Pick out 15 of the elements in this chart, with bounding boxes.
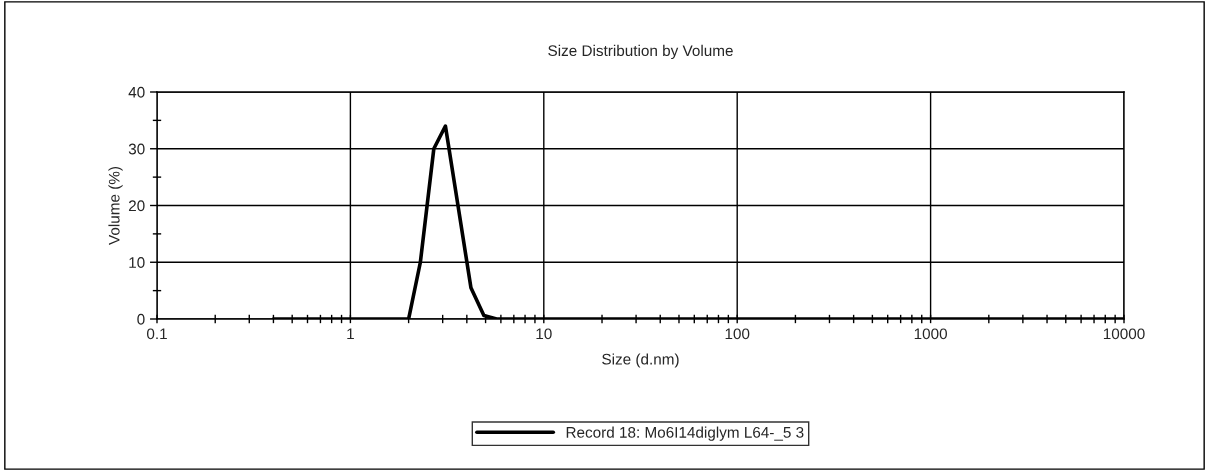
y-tick-label: 10 [129, 257, 145, 268]
x-axis-title: Size (d.nm) [602, 353, 679, 368]
x-tick-label: 1000 [914, 328, 947, 340]
y-tick-label: 40 [128, 86, 145, 98]
x-tick-label: 0.1 [146, 328, 167, 340]
y-tick-label: 30 [128, 143, 145, 155]
legend-label: Record 18: Mo6I14diglym L64-_5 3 [566, 426, 804, 441]
x-tick-label: 1 [347, 328, 354, 340]
y-tick-label: 20 [128, 200, 145, 212]
x-tick-label: 10 [536, 328, 552, 340]
x-tick-label: 10000 [1103, 328, 1145, 340]
chart-title: Size Distribution by Volume [548, 44, 733, 60]
y-tick-label: 0 [137, 313, 145, 325]
y-axis-title: Volume (%) [108, 166, 123, 245]
x-tick-label: 100 [725, 328, 750, 340]
